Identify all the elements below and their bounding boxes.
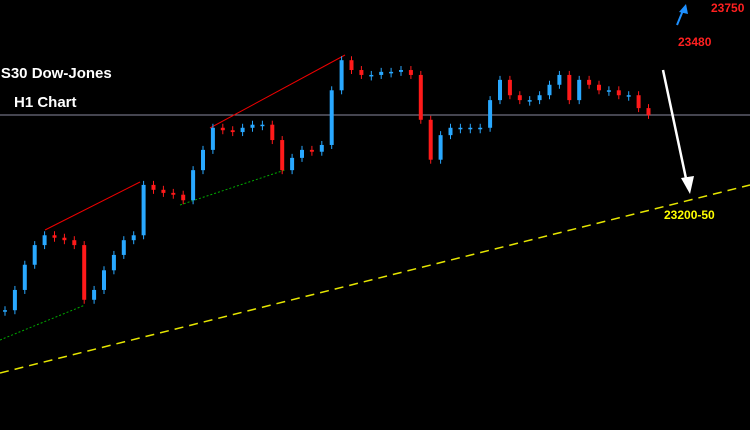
candle (587, 79, 592, 85)
candle (458, 127, 463, 130)
candle (329, 90, 334, 145)
candle (260, 124, 265, 127)
candle (389, 71, 394, 74)
candle (369, 74, 374, 77)
trend-line (179, 169, 286, 206)
candle (418, 74, 423, 120)
candle (42, 235, 47, 246)
candle (201, 149, 205, 171)
arrow (676, 4, 688, 26)
candle (121, 240, 126, 255)
candle (488, 100, 493, 128)
candle (52, 235, 57, 238)
candle (507, 79, 512, 96)
candle (606, 90, 611, 92)
candle (379, 71, 384, 75)
candle (557, 74, 562, 85)
candle (3, 310, 7, 312)
candle (547, 84, 552, 96)
candle (280, 140, 285, 171)
candle (32, 245, 37, 265)
candle (151, 184, 156, 190)
candle (230, 130, 235, 133)
candle (111, 254, 116, 271)
chart-title: US30 Dow-Jones (0, 65, 112, 82)
candle (498, 79, 502, 101)
candle (141, 184, 146, 236)
candles (3, 56, 651, 316)
candle (517, 95, 522, 101)
candle (131, 235, 136, 241)
candle (428, 119, 433, 160)
trend-line (0, 304, 86, 341)
candle (72, 240, 77, 246)
candle (567, 74, 572, 101)
candle (171, 192, 176, 195)
support-label: 23200-50 (664, 208, 715, 222)
candle (191, 170, 196, 201)
candle (339, 60, 344, 91)
arrow (661, 69, 694, 194)
target-label: 23480 (678, 35, 712, 49)
candle (626, 95, 631, 97)
candle (161, 189, 166, 193)
candle (537, 95, 542, 101)
candle (240, 127, 245, 133)
candle (448, 127, 453, 136)
candle (62, 237, 67, 241)
candle (319, 144, 324, 152)
candle (309, 149, 314, 152)
candle (646, 108, 651, 115)
trend-line (44, 181, 141, 231)
candle (438, 135, 443, 160)
candle (181, 194, 186, 201)
candle (468, 127, 473, 130)
trend-line (0, 184, 750, 374)
candle (22, 264, 27, 290)
candle (577, 79, 582, 101)
candle (250, 124, 255, 128)
chart-subtitle: H1 Chart (14, 94, 77, 111)
candle (12, 289, 17, 311)
candle (82, 245, 87, 300)
candle (300, 149, 304, 158)
candle (408, 70, 413, 75)
candle (478, 127, 483, 130)
candle (220, 127, 225, 131)
candle (636, 95, 641, 109)
candle (616, 90, 621, 96)
candle (527, 100, 532, 102)
trend-line (209, 54, 346, 129)
candle (102, 270, 106, 290)
candle (359, 70, 364, 75)
candle (399, 70, 403, 72)
candle (290, 157, 295, 171)
candle (349, 60, 354, 71)
candle (597, 84, 601, 91)
candle (92, 289, 97, 300)
candle (210, 127, 215, 150)
candle (270, 124, 275, 141)
target-label: 23750 (711, 1, 745, 15)
